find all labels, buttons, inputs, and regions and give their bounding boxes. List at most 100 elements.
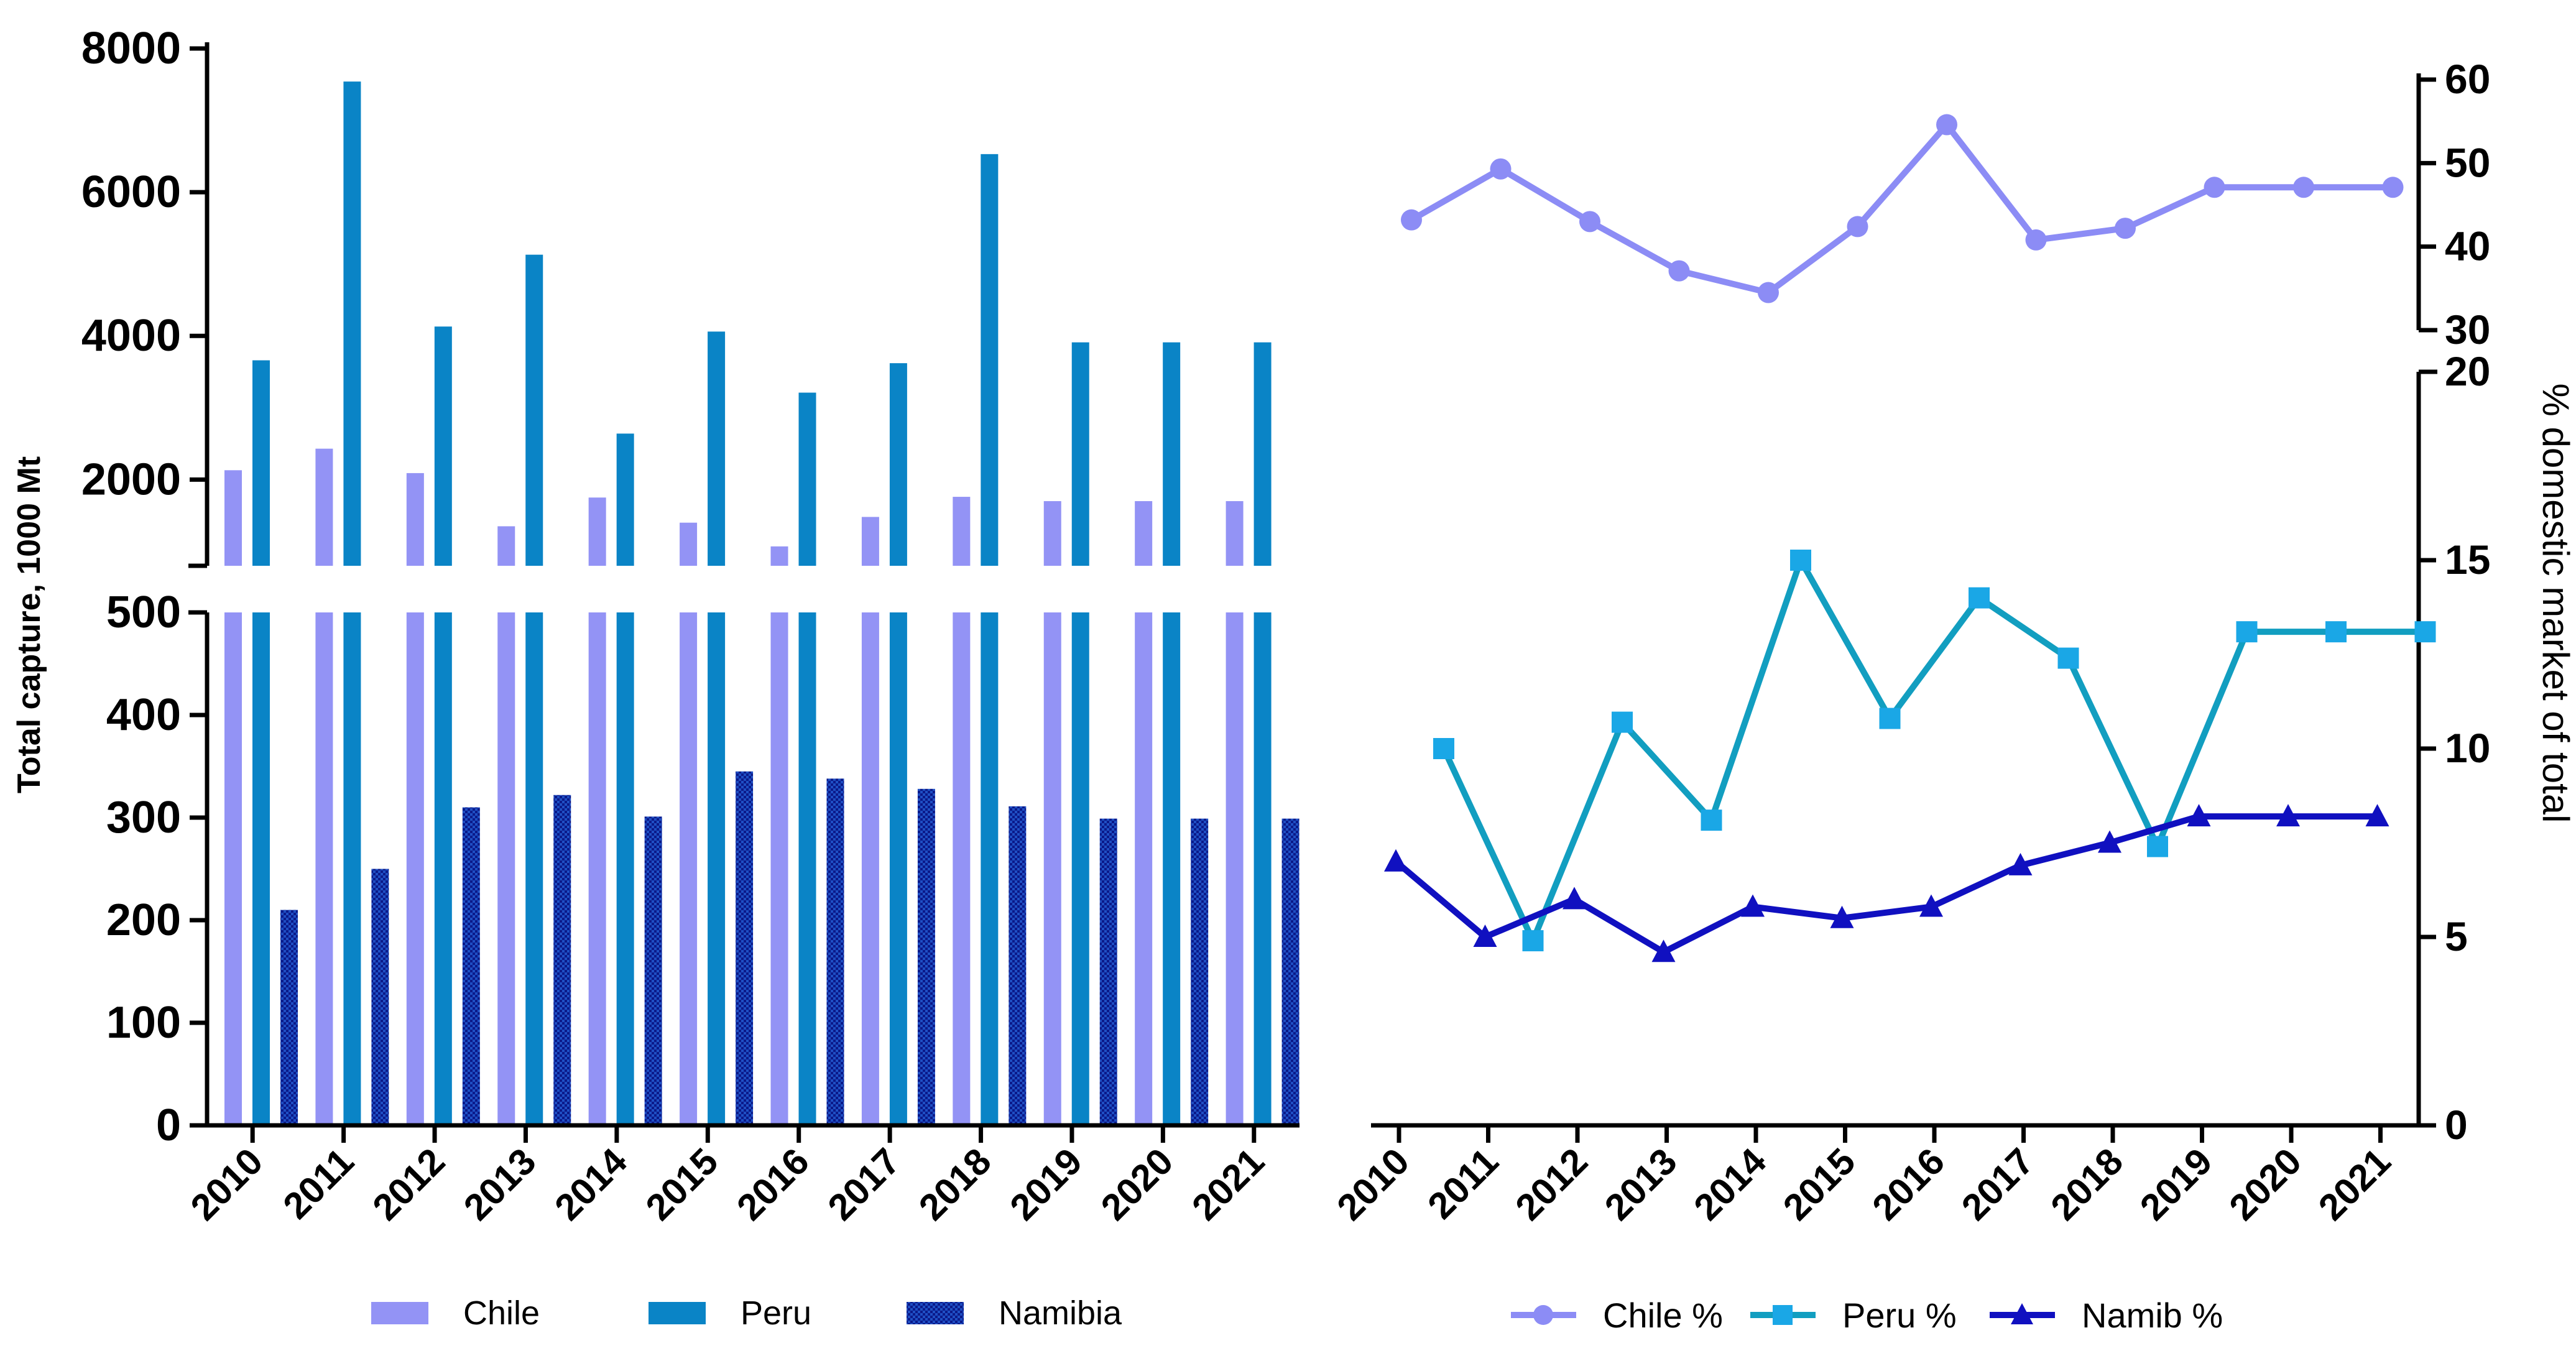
point-peru-2014 [1790,550,1811,571]
line-x-tick-label-2019: 2019 [2132,1140,2220,1229]
bar-y-tick-label-300: 300 [106,793,181,842]
bar-peru-2012-upper [434,326,452,566]
bar-namibia-2016 [826,778,844,1125]
line-legend: Chile % Peru % Namib % [1511,1296,2223,1335]
bar-namibia-2020 [1191,818,1209,1125]
legend-marker-chile [1533,1305,1553,1325]
line-y-tick-label-40: 40 [2445,223,2490,269]
bar-namibia-2019 [1099,818,1117,1125]
point-namib-2020 [2276,804,2300,827]
bar-x-tick-label-2019: 2019 [1002,1140,1090,1229]
bar-peru-2020-lower [1163,612,1181,1125]
bar-peru-2015-lower [708,612,726,1125]
line-y-tick-label-10: 10 [2445,725,2490,771]
bar-chart-panel: 0 100 200 300 400 500 2000 4000 6000 8000 2010 2011… [11,24,1300,1332]
bar-peru-2011-lower [343,612,361,1125]
bar-namibia-2012 [462,807,480,1125]
bar-chile-2020-lower [1135,612,1153,1125]
bar-namibia-2018 [1009,806,1027,1125]
point-chile-2010 [1401,209,1422,231]
bar-peru-2014-upper [616,433,634,566]
series-line-namib [1393,813,2378,956]
line-x-tick-label-2014: 2014 [1686,1140,1774,1228]
bar-chile-2015-lower [680,612,698,1125]
bar-peru-2018-upper [981,154,999,566]
point-peru-2010 [1433,738,1454,759]
point-namib-2015 [1830,905,1854,928]
bar-chile-2012-lower [406,612,424,1125]
line-y-tick-label-30: 30 [2445,307,2490,353]
bar-chile-2011-upper [315,448,333,566]
bar-peru-2019-lower [1071,612,1089,1125]
line-y-tick-label-60: 60 [2445,56,2490,102]
bar-peru-2010-lower [252,612,270,1125]
legend-label-peru: Peru % [1842,1296,1957,1335]
series-line-chile [1410,121,2393,296]
point-peru-2017 [2057,647,2079,669]
bar-chile-2015-upper [680,522,698,566]
line-y-axis-label: % domestic market of total [2535,384,2576,823]
legend-label-chile: Chile % [1603,1296,1723,1335]
bar-peru-2015-upper [708,331,726,566]
bar-y-tick-label-2000: 2000 [81,454,181,504]
bar-peru-2016-lower [798,612,816,1125]
bar-y-tick-label-0: 0 [156,1100,181,1150]
line-x-tick-label-2020: 2020 [2221,1140,2309,1229]
bar-peru-2012-lower [434,612,452,1125]
bar-y-tick-label-200: 200 [106,895,181,945]
line-y-tick-label-15: 15 [2445,537,2490,583]
point-peru-2013 [1701,810,1722,831]
bar-x-tick-label-2013: 2013 [456,1140,544,1229]
line-y-tick-label-0: 0 [2445,1102,2468,1148]
point-peru-2021 [2414,621,2436,643]
point-namib-2019 [2187,804,2211,827]
bar-x-tick-label-2011: 2011 [275,1140,361,1227]
point-namib-2012 [1563,887,1586,910]
point-chile-2015 [1847,216,1868,238]
bar-chile-2014-lower [588,612,606,1125]
point-chile-2019 [2204,177,2225,198]
bar-legend: Chile Peru Namibia [371,1294,1122,1332]
bar-y-tick-label-400: 400 [106,690,181,740]
legend-swatch-namibia [907,1302,964,1324]
line-x-tick-label-2011: 2011 [1420,1140,1506,1227]
bar-chile-2020-upper [1135,501,1153,566]
bar-namibia-2017 [917,788,935,1125]
legend-label-chile: Chile [463,1294,540,1332]
bar-namibia-2010 [280,910,298,1125]
bar-x-tick-label-2010: 2010 [183,1140,271,1229]
line-x-tick-label-2015: 2015 [1775,1140,1863,1229]
bar-chile-2012-upper [406,473,424,566]
bar-namibia-2021 [1281,818,1300,1125]
bar-x-tick-label-2017: 2017 [820,1140,908,1229]
point-peru-2011 [1522,930,1544,952]
point-namib-2021 [2365,804,2389,827]
bar-peru-2013-lower [525,612,543,1125]
bar-peru-2019-upper [1071,342,1089,566]
point-peru-2015 [1879,708,1901,729]
bar-x-tick-label-2018: 2018 [911,1140,999,1229]
legend-marker-peru [1773,1305,1793,1325]
bar-peru-2017-upper [889,363,907,566]
point-chile-2012 [1579,211,1600,233]
bar-namibia-2014 [644,816,662,1125]
bar-y-tick-label-100: 100 [106,998,181,1048]
bar-chile-2018-upper [953,497,971,566]
bar-peru-2021-lower [1253,612,1272,1125]
bar-chile-2013-upper [497,526,515,566]
point-peru-2019 [2236,621,2258,643]
bar-namibia-2015 [736,771,754,1125]
bar-y-tick-label-8000: 8000 [81,24,181,73]
bar-y-tick-label-4000: 4000 [81,311,181,361]
bar-chile-2016-lower [770,612,788,1125]
bar-chile-2016-upper [770,546,788,566]
line-x-tick-label-2016: 2016 [1864,1140,1952,1229]
line-x-tick-label-2017: 2017 [1954,1140,2042,1229]
point-chile-2011 [1490,158,1512,180]
line-marks [1384,114,2436,962]
point-namib-2018 [2098,830,2121,853]
line-x-tick-label-2013: 2013 [1597,1140,1685,1229]
bar-chile-2017-lower [861,612,879,1125]
